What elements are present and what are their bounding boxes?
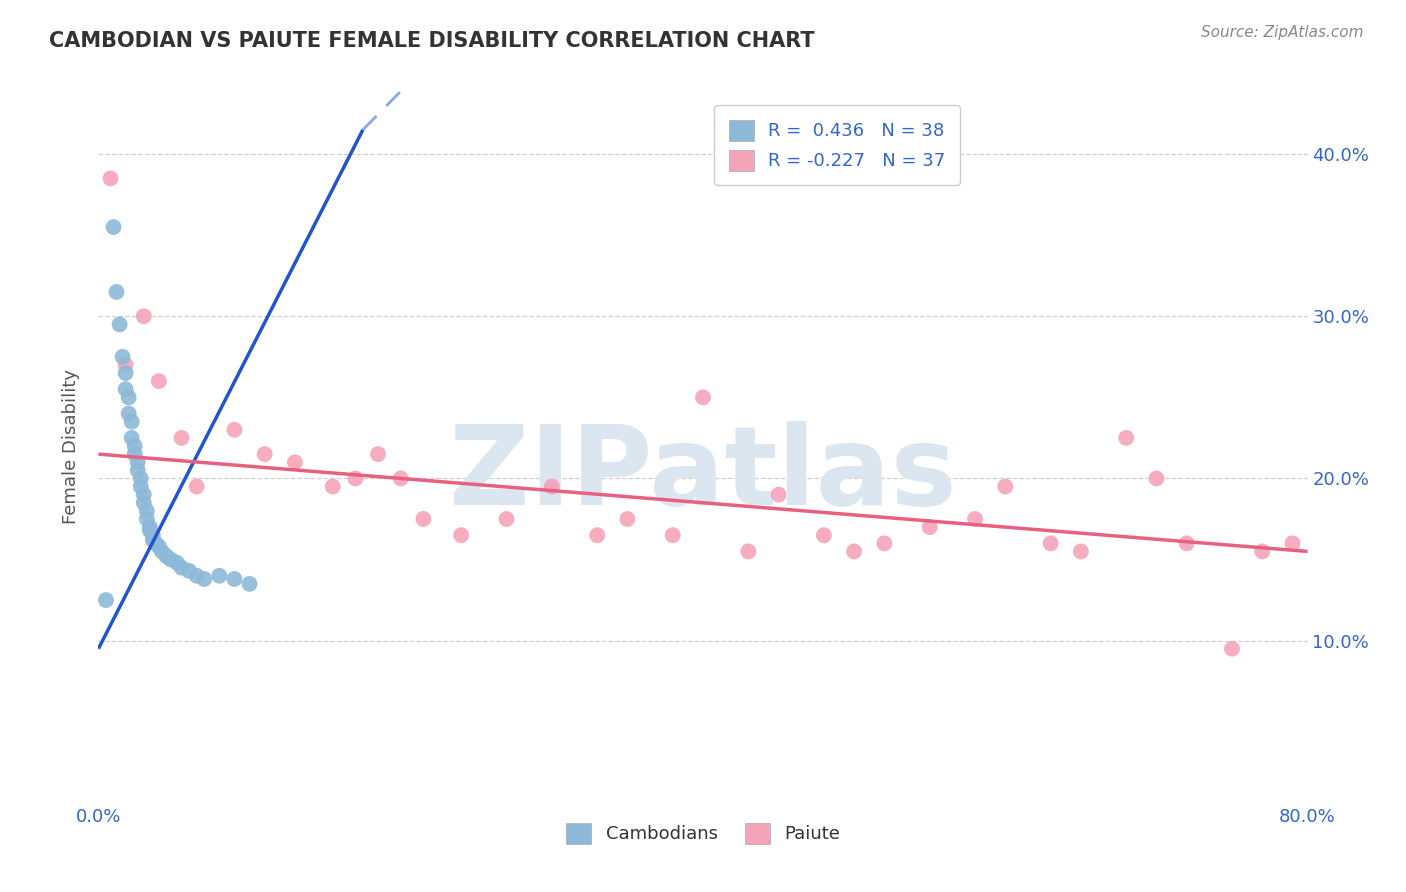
Point — [148, 540, 170, 554]
Point — [737, 544, 759, 558]
Text: ZIPatlas: ZIPatlas — [449, 421, 957, 528]
Point — [692, 390, 714, 404]
Point — [284, 455, 307, 469]
Point — [139, 520, 162, 534]
Point — [224, 423, 246, 437]
Point — [155, 549, 177, 564]
Point — [142, 528, 165, 542]
Point — [813, 528, 835, 542]
Point — [844, 544, 866, 558]
Point — [129, 471, 152, 485]
Point — [224, 572, 246, 586]
Point — [160, 552, 183, 566]
Point — [586, 528, 609, 542]
Text: Source: ZipAtlas.com: Source: ZipAtlas.com — [1201, 25, 1364, 40]
Point — [132, 310, 155, 324]
Point — [1281, 536, 1303, 550]
Point — [253, 447, 276, 461]
Point — [1070, 544, 1092, 558]
Point — [142, 533, 165, 547]
Point — [540, 479, 562, 493]
Point — [965, 512, 987, 526]
Point — [124, 439, 146, 453]
Point — [129, 479, 152, 493]
Point — [148, 374, 170, 388]
Point — [186, 568, 208, 582]
Point — [132, 488, 155, 502]
Point — [170, 560, 193, 574]
Point — [139, 524, 162, 538]
Point — [495, 512, 517, 526]
Point — [1175, 536, 1198, 550]
Point — [105, 285, 128, 299]
Point — [768, 488, 790, 502]
Point — [111, 350, 134, 364]
Point — [103, 220, 125, 235]
Point — [208, 568, 231, 582]
Point — [344, 471, 367, 485]
Point — [616, 512, 638, 526]
Point — [1251, 544, 1274, 558]
Point — [94, 593, 117, 607]
Point — [873, 536, 896, 550]
Point — [124, 447, 146, 461]
Point — [121, 415, 143, 429]
Point — [186, 479, 208, 493]
Point — [412, 512, 434, 526]
Point — [114, 382, 136, 396]
Point — [239, 577, 262, 591]
Point — [127, 455, 149, 469]
Point — [100, 171, 122, 186]
Point — [127, 463, 149, 477]
Point — [132, 496, 155, 510]
Point — [108, 318, 131, 332]
Point — [135, 504, 157, 518]
Point — [1220, 641, 1243, 656]
Point — [450, 528, 472, 542]
Point — [150, 544, 173, 558]
Point — [114, 358, 136, 372]
Point — [118, 407, 141, 421]
Point — [367, 447, 389, 461]
Legend: Cambodians, Paiute: Cambodians, Paiute — [558, 815, 848, 851]
Point — [994, 479, 1017, 493]
Point — [121, 431, 143, 445]
Point — [322, 479, 344, 493]
Point — [145, 536, 167, 550]
Y-axis label: Female Disability: Female Disability — [62, 368, 80, 524]
Point — [179, 564, 201, 578]
Point — [389, 471, 412, 485]
Point — [661, 528, 683, 542]
Point — [118, 390, 141, 404]
Point — [193, 572, 215, 586]
Point — [918, 520, 941, 534]
Point — [1144, 471, 1167, 485]
Point — [114, 366, 136, 380]
Point — [1039, 536, 1062, 550]
Point — [135, 512, 157, 526]
Text: CAMBODIAN VS PAIUTE FEMALE DISABILITY CORRELATION CHART: CAMBODIAN VS PAIUTE FEMALE DISABILITY CO… — [49, 31, 815, 51]
Point — [166, 556, 188, 570]
Point — [1115, 431, 1137, 445]
Point — [170, 431, 193, 445]
